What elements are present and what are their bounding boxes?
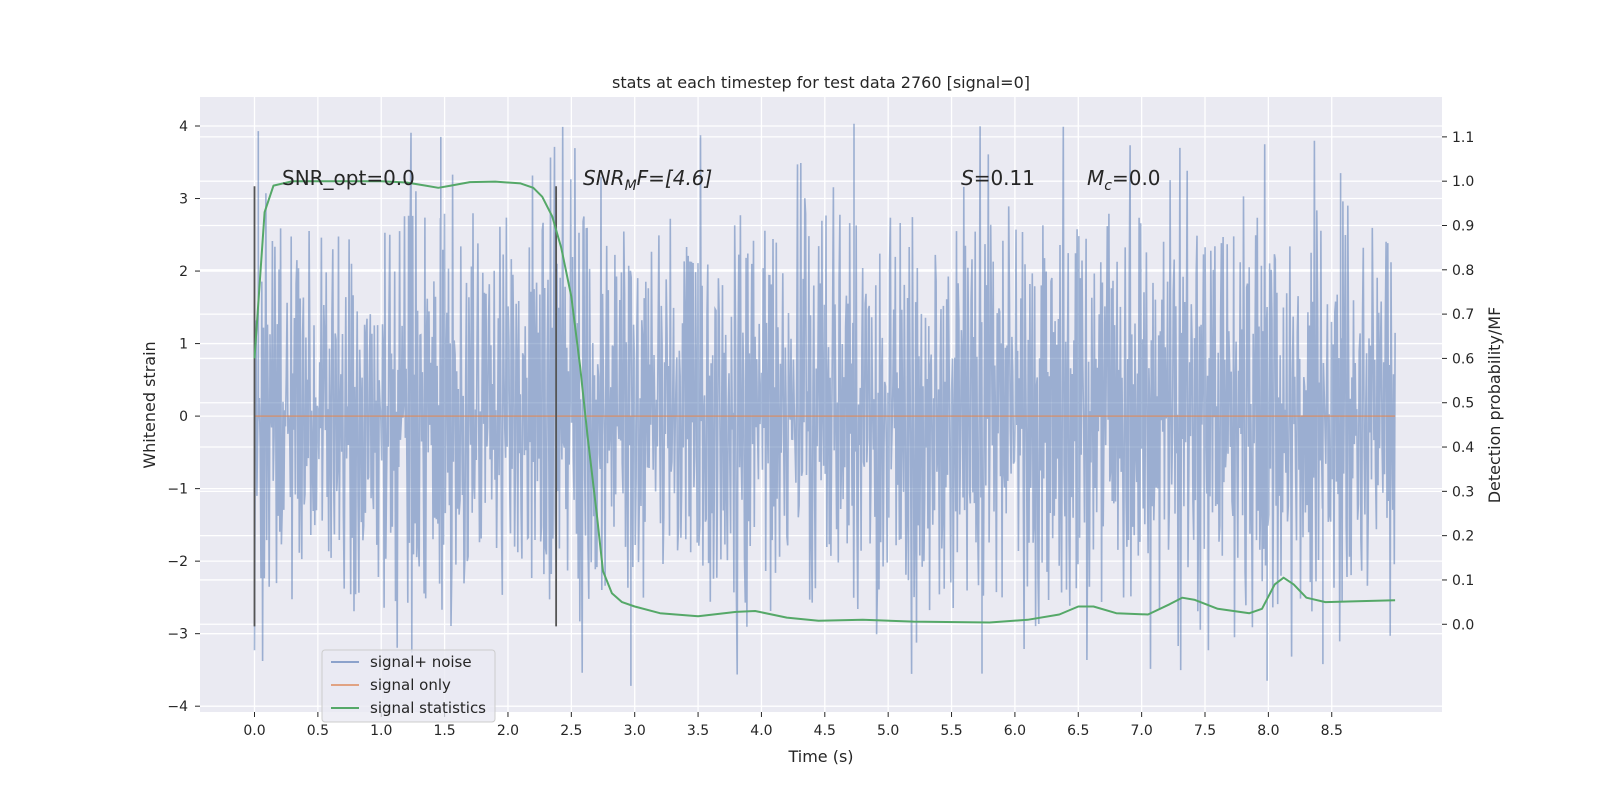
y-tick-label-8: 4 (179, 119, 188, 135)
x-tick-label-4: 2.0 (497, 723, 519, 739)
ticks: 0.0 0.5 1.0 1.5 2.0 2.5 3.0 3.5 4.0 4.5 5.0 5.5 6.0 6… (167, 119, 1474, 739)
y-tick-label-4: 0 (179, 409, 188, 425)
annotation-snr-mf-sub: M (625, 178, 637, 194)
x-tick-label-13: 6.5 (1067, 723, 1089, 739)
signal-plus-noise-line (253, 123, 1396, 686)
x-tick-label-15: 7.5 (1194, 723, 1216, 739)
y-right-tick-label-6: 0.6 (1452, 351, 1474, 367)
legend-label-signal-statistics: signal statistics (370, 699, 486, 717)
vertical-markers (253, 186, 558, 627)
annotation-mc: Mc=0.0 (1087, 166, 1161, 194)
x-tick-label-12: 6.0 (1004, 723, 1026, 739)
y-tick-label-1: −3 (167, 627, 188, 643)
annotation-mc-sub: c (1104, 178, 1112, 194)
y-tick-label-2: −2 (167, 554, 188, 570)
x-tick-label-1: 0.5 (307, 723, 329, 739)
chart-title: stats at each timestep for test data 276… (612, 73, 1030, 92)
annotation-s: S=0.11 (961, 166, 1035, 190)
signal-statistics-line (253, 180, 1396, 624)
x-tick-label-8: 4.0 (750, 723, 772, 739)
legend: signal+ noise signal only signal statist… (321, 649, 496, 723)
series-signal-plus-noise (253, 123, 1396, 686)
y-right-tick-label-10: 1.0 (1452, 174, 1474, 190)
annotation-snr-mf-rest: F=[4.6] (637, 166, 713, 190)
annotation-snr-mf-main: SNR (583, 166, 625, 190)
annotation-mc-main: M (1087, 166, 1104, 190)
y-right-tick-label-3: 0.3 (1452, 484, 1474, 500)
y-right-tick-label-11: 1.1 (1452, 130, 1474, 146)
y-right-tick-label-1: 0.1 (1452, 573, 1474, 589)
annotation-s-main: S (961, 166, 974, 190)
x-tick-label-17: 8.5 (1321, 723, 1343, 739)
y-right-tick-label-9: 0.9 (1452, 218, 1474, 234)
y-right-tick-label-8: 0.8 (1452, 263, 1474, 279)
x-tick-label-0: 0.0 (243, 723, 265, 739)
annotation-snr-mf: SNRMF=[4.6] (583, 166, 712, 194)
y-right-tick-label-4: 0.4 (1452, 440, 1474, 456)
x-tick-label-3: 1.5 (433, 723, 455, 739)
legend-label-signal-plus-noise: signal+ noise (370, 653, 472, 671)
y-right-tick-label-7: 0.7 (1452, 307, 1474, 323)
x-tick-label-14: 7.0 (1131, 723, 1153, 739)
annotations: SNR_opt=0.0 SNRMF=[4.6] S=0.11 Mc=0.0 (282, 166, 1161, 194)
annotation-s-rest: =0.11 (974, 166, 1035, 190)
y-axis-label: Whitened strain (140, 341, 159, 468)
x-tick-label-10: 5.0 (877, 723, 899, 739)
x-tick-label-7: 3.5 (687, 723, 709, 739)
y-tick-label-0: −4 (167, 699, 188, 715)
x-tick-label-6: 3.0 (624, 723, 646, 739)
x-axis-label: Time (s) (787, 747, 853, 766)
y-right-tick-label-5: 0.5 (1452, 396, 1474, 412)
y-tick-label-3: −1 (167, 482, 188, 498)
y-axis-right-label: Detection probability/MF (1485, 307, 1504, 504)
x-tick-label-16: 8.0 (1257, 723, 1279, 739)
x-tick-label-11: 5.5 (940, 723, 962, 739)
legend-box (321, 649, 496, 723)
series-signal-statistics (253, 180, 1396, 624)
annotation-snr-opt: SNR_opt=0.0 (282, 166, 415, 190)
y-right-tick-label-0: 0.0 (1452, 617, 1474, 633)
y-tick-label-7: 3 (179, 192, 188, 208)
y-tick-label-5: 1 (179, 337, 188, 353)
y-right-tick-label-2: 0.2 (1452, 529, 1474, 545)
x-tick-label-2: 1.0 (370, 723, 392, 739)
legend-label-signal-only: signal only (370, 676, 451, 694)
x-tick-label-5: 2.5 (560, 723, 582, 739)
annotation-mc-rest: =0.0 (1112, 166, 1161, 190)
x-tick-label-9: 4.5 (814, 723, 836, 739)
y-tick-label-6: 2 (179, 264, 188, 280)
